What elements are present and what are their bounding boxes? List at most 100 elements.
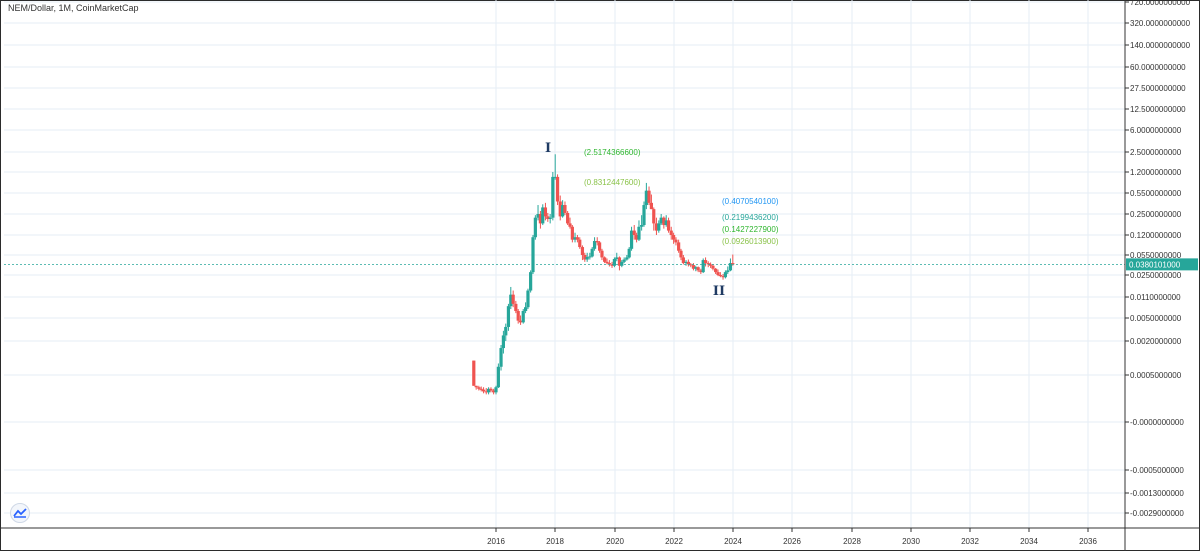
candle-body xyxy=(684,261,688,264)
candle xyxy=(701,258,705,274)
candle-body xyxy=(506,306,511,327)
candle xyxy=(664,215,668,227)
y-tick-label: -0.0005000000 xyxy=(1130,466,1184,475)
fib-level-label: (0.2199436200) xyxy=(722,213,779,222)
candle xyxy=(526,288,530,310)
y-tick-label: 0.2500000000 xyxy=(1130,210,1182,219)
candle xyxy=(548,214,552,224)
wave-label: II xyxy=(713,284,725,299)
candle xyxy=(504,323,508,341)
candle xyxy=(561,200,565,218)
candle xyxy=(600,248,604,261)
candle xyxy=(568,217,572,229)
candle-body xyxy=(555,176,560,202)
y-tick-label: 0.0250000000 xyxy=(1130,271,1182,280)
candle-body xyxy=(659,217,663,224)
candle-body xyxy=(529,272,533,291)
candle xyxy=(654,217,659,235)
candle xyxy=(699,268,703,275)
candle xyxy=(543,202,548,221)
candle-body xyxy=(504,326,508,336)
candle-body xyxy=(536,214,540,218)
candle-body xyxy=(481,389,486,392)
y-tick-label: -0.0000000000 xyxy=(1130,418,1184,427)
y-tick-label: 1.2000000000 xyxy=(1130,168,1182,177)
candle-body xyxy=(647,190,651,203)
candle xyxy=(723,270,727,279)
x-tick-label: 2018 xyxy=(546,537,564,546)
candle xyxy=(728,258,733,272)
y-tick-label: 0.0550000000 xyxy=(1130,251,1182,260)
candle xyxy=(635,232,639,243)
fib-level-label: (0.0926013900) xyxy=(722,237,779,246)
candle-body xyxy=(533,217,537,238)
candle-body xyxy=(573,237,577,240)
candle-body xyxy=(561,205,565,217)
candle-body xyxy=(595,240,599,243)
candle xyxy=(487,387,491,395)
y-tick-label: 320.0000000000 xyxy=(1130,19,1191,28)
tradingview-logo-icon[interactable] xyxy=(10,503,30,523)
candle xyxy=(703,257,708,267)
x-tick-label: 2022 xyxy=(665,537,683,546)
candle xyxy=(709,262,713,268)
candle xyxy=(481,387,486,394)
candle-body xyxy=(583,255,587,260)
candle xyxy=(511,290,515,308)
candle-body xyxy=(578,239,582,248)
candle xyxy=(484,388,488,395)
candle-body xyxy=(509,294,513,307)
candle-body xyxy=(600,250,604,258)
wave-label: I xyxy=(545,141,551,156)
y-tick-label: 12.5000000000 xyxy=(1130,105,1186,114)
candle-body xyxy=(635,235,639,240)
candle xyxy=(679,248,683,261)
fib-level-label: (0.1427227900) xyxy=(722,225,779,234)
candle-body xyxy=(484,391,488,393)
candle-body xyxy=(610,264,614,266)
candles xyxy=(472,154,735,395)
candle xyxy=(521,309,525,324)
candle-body xyxy=(526,290,530,308)
candle-body xyxy=(541,207,545,224)
candle-body xyxy=(728,263,733,271)
candle xyxy=(592,237,597,251)
candle-body xyxy=(538,214,542,224)
candle-body xyxy=(701,260,705,273)
candle xyxy=(617,256,622,271)
candle-body xyxy=(723,272,727,278)
candle-body xyxy=(672,235,676,240)
candle-body xyxy=(726,270,730,273)
candle-body xyxy=(654,223,659,231)
candle xyxy=(637,220,641,241)
candle-body xyxy=(516,311,520,321)
candle xyxy=(620,260,624,268)
candle-body xyxy=(487,388,491,393)
candle-body xyxy=(588,256,592,258)
candle-body xyxy=(607,263,611,265)
candle xyxy=(588,252,592,260)
x-tick-label: 2036 xyxy=(1079,537,1097,546)
candle xyxy=(666,217,671,233)
x-tick-label: 2028 xyxy=(843,537,861,546)
candle xyxy=(622,257,626,264)
candle-body xyxy=(492,390,496,393)
candle xyxy=(647,186,651,206)
candle xyxy=(551,172,555,221)
candle-body xyxy=(664,220,668,226)
candle-body xyxy=(617,257,622,266)
candle-body xyxy=(706,263,710,265)
candle-body xyxy=(689,264,693,266)
candle-body xyxy=(731,263,735,265)
candle-body xyxy=(640,225,644,227)
candle-body xyxy=(674,239,678,243)
candle xyxy=(477,385,481,391)
y-tick-label: 0.5500000000 xyxy=(1130,189,1182,198)
candle-body xyxy=(662,217,666,226)
candle xyxy=(583,252,587,262)
candle-body xyxy=(679,250,683,258)
candle-body xyxy=(524,307,528,312)
candle-body xyxy=(691,265,696,269)
